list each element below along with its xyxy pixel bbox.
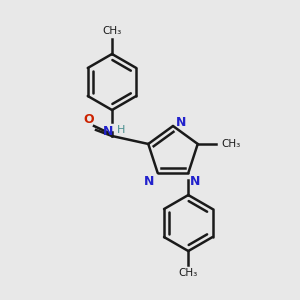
Text: N: N	[103, 125, 113, 138]
Text: O: O	[84, 113, 94, 126]
Text: CH₃: CH₃	[222, 139, 241, 149]
Text: H: H	[117, 125, 125, 135]
Text: N: N	[144, 175, 155, 188]
Text: CH₃: CH₃	[102, 26, 122, 36]
Text: N: N	[176, 116, 186, 128]
Text: CH₃: CH₃	[179, 268, 198, 278]
Text: N: N	[190, 175, 201, 188]
